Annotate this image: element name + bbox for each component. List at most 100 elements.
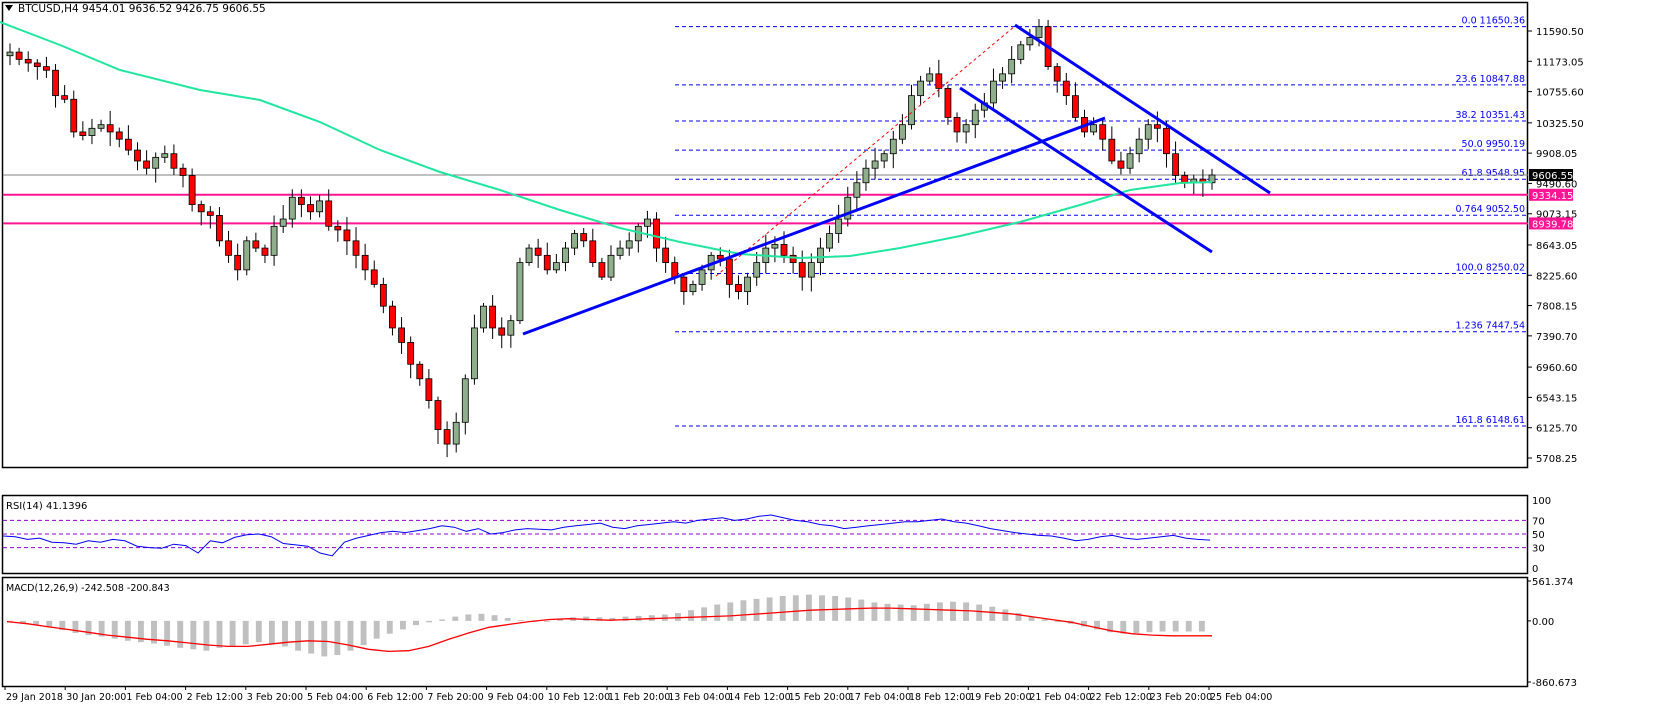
bearish-candle[interactable]: [297, 196, 305, 205]
bearish-candle[interactable]: [735, 283, 742, 293]
bearish-candle[interactable]: [106, 124, 114, 133]
bullish-candle[interactable]: [917, 80, 925, 97]
bullish-candle[interactable]: [1008, 58, 1016, 75]
moving-average-line[interactable]: [0, 21, 1213, 260]
bearish-candle[interactable]: [1172, 153, 1179, 176]
bearish-candle[interactable]: [307, 204, 314, 213]
bearish-candle[interactable]: [143, 160, 150, 169]
bullish-candle[interactable]: [1026, 37, 1034, 46]
bullish-candle[interactable]: [835, 218, 843, 234]
bullish-candle[interactable]: [807, 262, 815, 278]
bullish-candle[interactable]: [1017, 44, 1025, 60]
bullish-candle[interactable]: [1035, 26, 1043, 38]
bearish-candle[interactable]: [115, 131, 123, 140]
bearish-candle[interactable]: [580, 233, 588, 242]
bearish-candle[interactable]: [15, 51, 23, 60]
bearish-candle[interactable]: [425, 378, 433, 401]
bearish-candle[interactable]: [379, 283, 387, 307]
bullish-candle[interactable]: [452, 421, 460, 445]
bullish-candle[interactable]: [88, 127, 96, 136]
bearish-candle[interactable]: [24, 58, 32, 64]
bullish-candle[interactable]: [507, 320, 515, 336]
trendline[interactable]: [522, 116, 1106, 336]
bearish-candle[interactable]: [680, 276, 688, 293]
bearish-candle[interactable]: [789, 254, 797, 264]
bearish-candle[interactable]: [134, 149, 141, 162]
bullish-candle[interactable]: [744, 276, 751, 293]
bullish-candle[interactable]: [552, 262, 560, 271]
bearish-candle[interactable]: [589, 240, 597, 264]
bearish-candle[interactable]: [206, 211, 214, 216]
bearish-candle[interactable]: [1072, 95, 1079, 118]
bearish-candle[interactable]: [1053, 66, 1061, 82]
bullish-candle[interactable]: [625, 240, 633, 249]
bearish-candle[interactable]: [61, 95, 69, 100]
bearish-candle[interactable]: [334, 225, 342, 231]
bullish-candle[interactable]: [97, 124, 105, 129]
bullish-candle[interactable]: [844, 196, 852, 220]
bearish-candle[interactable]: [1153, 124, 1161, 129]
bearish-candle[interactable]: [124, 138, 132, 151]
bearish-candle[interactable]: [33, 62, 41, 68]
bullish-candle[interactable]: [1135, 138, 1143, 155]
bullish-candle[interactable]: [826, 233, 833, 249]
bullish-candle[interactable]: [279, 218, 287, 227]
bullish-candle[interactable]: [990, 80, 997, 104]
bearish-candle[interactable]: [1117, 160, 1125, 169]
bullish-candle[interactable]: [243, 240, 251, 271]
bearish-candle[interactable]: [343, 229, 351, 242]
bearish-candle[interactable]: [1099, 124, 1107, 140]
bullish-candle[interactable]: [689, 283, 697, 293]
bullish-candle[interactable]: [471, 327, 478, 380]
bearish-candle[interactable]: [434, 400, 442, 430]
bearish-candle[interactable]: [216, 215, 223, 242]
bearish-candle[interactable]: [252, 240, 260, 249]
bullish-candle[interactable]: [525, 247, 533, 264]
symbol-header[interactable]: BTCUSD,H4 9454.01 9636.52 9426.75 9606.5…: [5, 3, 266, 15]
bearish-candle[interactable]: [398, 327, 405, 343]
bullish-candle[interactable]: [480, 305, 487, 329]
bearish-candle[interactable]: [716, 254, 724, 260]
bearish-candle[interactable]: [543, 254, 551, 271]
bullish-candle[interactable]: [971, 109, 979, 126]
bullish-candle[interactable]: [871, 160, 879, 169]
bearish-candle[interactable]: [780, 244, 788, 256]
bullish-candle[interactable]: [1126, 153, 1134, 169]
bullish-candle[interactable]: [926, 73, 934, 82]
bearish-candle[interactable]: [489, 305, 497, 329]
bearish-candle[interactable]: [370, 269, 378, 285]
bearish-candle[interactable]: [662, 247, 670, 264]
bullish-candle[interactable]: [288, 196, 296, 220]
bullish-candle[interactable]: [817, 247, 824, 264]
bullish-candle[interactable]: [152, 156, 160, 169]
bullish-candle[interactable]: [1090, 124, 1098, 133]
bearish-candle[interactable]: [1181, 175, 1189, 184]
macd-signal-line[interactable]: [6, 607, 1212, 653]
bearish-candle[interactable]: [70, 98, 78, 133]
bearish-candle[interactable]: [234, 254, 242, 271]
rsi-line[interactable]: [2, 514, 1211, 557]
bullish-candle[interactable]: [753, 262, 761, 278]
bearish-candle[interactable]: [953, 117, 961, 133]
bullish-candle[interactable]: [999, 73, 1006, 82]
bearish-candle[interactable]: [653, 218, 660, 249]
bullish-candle[interactable]: [644, 218, 651, 227]
bearish-candle[interactable]: [935, 73, 943, 89]
bullish-candle[interactable]: [6, 51, 14, 57]
bullish-candle[interactable]: [607, 254, 615, 278]
bullish-candle[interactable]: [962, 124, 970, 133]
bearish-candle[interactable]: [179, 167, 187, 176]
bullish-candle[interactable]: [889, 138, 897, 155]
bearish-candle[interactable]: [944, 87, 952, 118]
bearish-candle[interactable]: [170, 153, 178, 169]
bearish-candle[interactable]: [389, 305, 396, 329]
bearish-candle[interactable]: [352, 240, 360, 256]
bearish-candle[interactable]: [1163, 127, 1170, 155]
bullish-candle[interactable]: [562, 247, 569, 264]
bearish-candle[interactable]: [197, 204, 205, 213]
bearish-candle[interactable]: [534, 247, 542, 256]
bullish-candle[interactable]: [1144, 124, 1152, 140]
bullish-candle[interactable]: [698, 269, 706, 285]
